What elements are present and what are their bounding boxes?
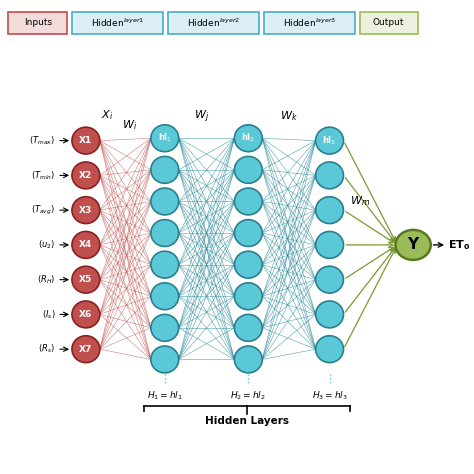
Ellipse shape	[151, 219, 179, 246]
Ellipse shape	[395, 230, 431, 260]
Ellipse shape	[235, 283, 262, 310]
Ellipse shape	[235, 346, 262, 373]
FancyBboxPatch shape	[360, 12, 418, 34]
FancyBboxPatch shape	[9, 12, 67, 34]
Ellipse shape	[316, 231, 344, 258]
Text: Output: Output	[373, 18, 404, 27]
Ellipse shape	[151, 125, 179, 152]
Ellipse shape	[151, 346, 179, 373]
Text: Hidden$^{layer2}$: Hidden$^{layer2}$	[187, 17, 240, 29]
Text: X3: X3	[79, 206, 92, 215]
Ellipse shape	[235, 125, 262, 152]
Text: Hidden Layers: Hidden Layers	[205, 416, 289, 426]
Ellipse shape	[72, 162, 100, 189]
Ellipse shape	[316, 162, 344, 189]
Text: X2: X2	[79, 171, 92, 180]
Ellipse shape	[235, 314, 262, 341]
FancyBboxPatch shape	[264, 12, 355, 34]
Ellipse shape	[151, 283, 179, 310]
Ellipse shape	[72, 197, 100, 224]
Text: Inputs: Inputs	[24, 18, 52, 27]
Ellipse shape	[72, 231, 100, 258]
Text: $(u_2)$: $(u_2)$	[38, 238, 55, 251]
Ellipse shape	[316, 127, 344, 154]
Ellipse shape	[151, 314, 179, 341]
Text: $W_j$: $W_j$	[194, 109, 210, 125]
Ellipse shape	[235, 156, 262, 183]
Ellipse shape	[72, 301, 100, 328]
Text: $W_m$: $W_m$	[350, 194, 370, 209]
Text: hl$_3$: hl$_3$	[322, 134, 337, 147]
Text: X6: X6	[79, 310, 92, 319]
Text: $H_2 = hl_2$: $H_2 = hl_2$	[230, 390, 266, 402]
Text: $(T_{avg})$: $(T_{avg})$	[31, 204, 55, 217]
Ellipse shape	[316, 336, 344, 363]
Ellipse shape	[72, 336, 100, 363]
Text: $(T_{min})$: $(T_{min})$	[31, 169, 55, 182]
Text: $(T_{max})$: $(T_{max})$	[29, 134, 55, 147]
Text: hl$_2$: hl$_2$	[241, 132, 255, 145]
Text: X7: X7	[79, 345, 92, 354]
Text: X1: X1	[79, 136, 92, 145]
Text: Hidden$^{layer3}$: Hidden$^{layer3}$	[283, 17, 336, 29]
Ellipse shape	[151, 251, 179, 278]
Text: $H_1 = hl_1$: $H_1 = hl_1$	[147, 390, 182, 402]
Text: $\mathbf{ET_o}$: $\mathbf{ET_o}$	[448, 238, 471, 252]
Ellipse shape	[72, 266, 100, 293]
Text: $(R_s)$: $(R_s)$	[38, 343, 55, 356]
Ellipse shape	[316, 301, 344, 328]
Text: hl$_1$: hl$_1$	[158, 132, 172, 145]
Ellipse shape	[235, 188, 262, 215]
Text: $W_k$: $W_k$	[280, 109, 298, 123]
Text: $X_i$: $X_i$	[100, 108, 113, 122]
Text: Y: Y	[408, 237, 419, 252]
Ellipse shape	[235, 251, 262, 278]
Text: X5: X5	[79, 275, 92, 284]
Ellipse shape	[316, 197, 344, 224]
Ellipse shape	[72, 127, 100, 154]
Text: $H_3 = hl_3$: $H_3 = hl_3$	[312, 390, 347, 402]
FancyBboxPatch shape	[168, 12, 259, 34]
Text: $W_i$: $W_i$	[122, 118, 137, 132]
Text: $(R_H)$: $(R_H)$	[37, 273, 55, 286]
Ellipse shape	[151, 156, 179, 183]
Ellipse shape	[151, 188, 179, 215]
Ellipse shape	[316, 266, 344, 293]
Text: X4: X4	[79, 240, 92, 249]
FancyBboxPatch shape	[72, 12, 164, 34]
Text: $(I_s)$: $(I_s)$	[42, 308, 55, 321]
Text: Hidden$^{layer1}$: Hidden$^{layer1}$	[91, 17, 144, 29]
Ellipse shape	[235, 219, 262, 246]
